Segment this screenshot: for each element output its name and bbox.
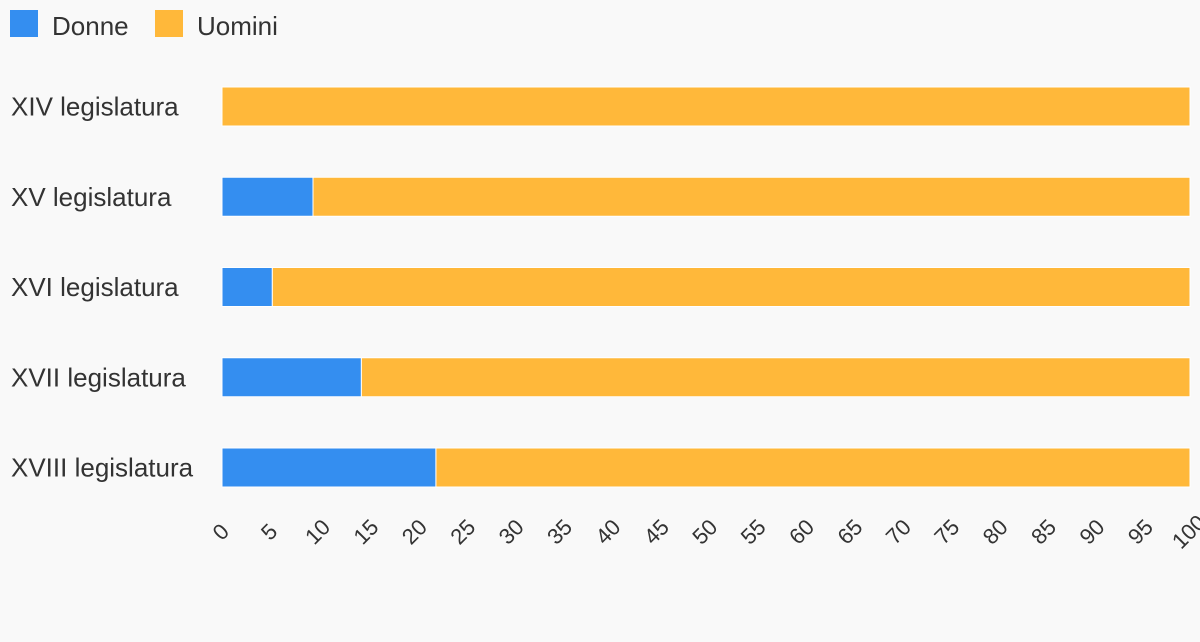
legend-label-uomini: Uomini [197,11,278,41]
bar-uomini [435,447,1191,488]
x-tick-label: 90 [1075,514,1110,549]
bar-donne [221,357,362,398]
x-tick-label: 0 [208,519,234,545]
bar-donne [221,267,273,307]
category-label: XIV legislatura [11,92,179,122]
category-label: XVIII legislatura [11,453,194,483]
x-tick-label: 80 [978,514,1013,549]
x-tick-label: 60 [784,514,819,549]
bar-donne [221,176,314,217]
category-label: XVII legislatura [11,362,186,392]
category-labels: XIV legislatura XV legislatura XVI legisla… [11,92,194,483]
x-tick-label: 10 [300,514,335,549]
x-tick-label: 35 [542,514,577,549]
bar-donne [221,447,437,488]
x-tick-label: 100 [1167,510,1200,554]
bars [221,86,1191,488]
x-tick-label: 40 [591,514,626,549]
x-tick-label: 30 [494,514,529,549]
x-tick-label: 70 [881,514,916,549]
x-tick-label: 25 [445,514,480,549]
x-tick-label: 50 [687,514,722,549]
bar-uomini [360,357,1191,398]
bar-uomini [312,176,1191,217]
legend-label-donne: Donne [52,11,129,41]
category-label: XVI legislatura [11,272,179,302]
x-tick-label: 55 [736,514,771,549]
x-tick-label: 65 [833,514,868,549]
bar-uomini [271,267,1191,307]
legend-swatch-donne [10,10,38,37]
category-label: XV legislatura [11,182,172,212]
x-tick-label: 5 [256,519,282,545]
x-tick-label: 45 [639,514,674,549]
x-tick-label: 95 [1123,514,1158,549]
x-tick-label: 15 [349,514,384,549]
x-tick-label: 20 [397,514,432,549]
x-tick-label: 85 [1026,514,1061,549]
x-axis: 0 5 10 15 20 25 30 35 40 45 50 55 60 65 70 75 80 85 90 95 10… [208,510,1200,554]
legend: Donne Uomini [10,10,278,41]
bar-uomini [221,86,1191,127]
x-tick-label: 75 [929,514,964,549]
legend-swatch-uomini [155,10,183,37]
